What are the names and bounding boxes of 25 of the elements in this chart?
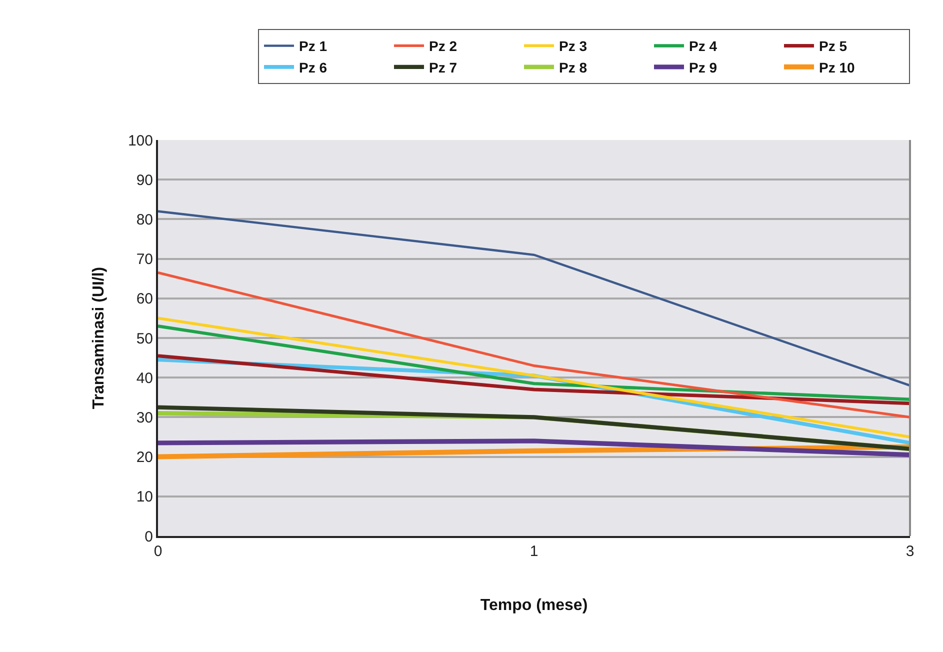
y-tick-label: 40 [136,370,153,387]
y-tick-label: 70 [136,251,153,268]
y-axis-title: Transaminasi (UI/l) [90,266,108,410]
y-tick-label: 50 [136,330,153,348]
x-axis-title: Tempo (mese) [480,597,588,614]
legend-label: Pz 7 [429,59,458,76]
y-tick-label: 10 [136,488,153,506]
legend-label: Pz 3 [559,38,588,54]
legend-label: Pz 4 [689,38,718,54]
legend-label: Pz 10 [819,59,856,76]
legend-label: Pz 1 [299,38,328,54]
x-tick-label: 1 [530,543,538,560]
legend-label: Pz 5 [819,38,848,54]
y-tick-label: 0 [144,528,153,546]
x-tick-label: 3 [906,543,914,560]
legend-label: Pz 6 [299,59,328,76]
legend-label: Pz 2 [429,38,458,54]
y-tick-label: 90 [136,172,153,189]
y-tick-label: 30 [136,409,153,426]
y-tick-label: 20 [136,449,153,466]
legend-label: Pz 8 [559,59,588,76]
y-tick-label: 60 [136,290,153,308]
y-tick-label: 100 [128,132,153,150]
y-tick-label: 80 [136,211,153,228]
legend-label: Pz 9 [689,59,718,76]
